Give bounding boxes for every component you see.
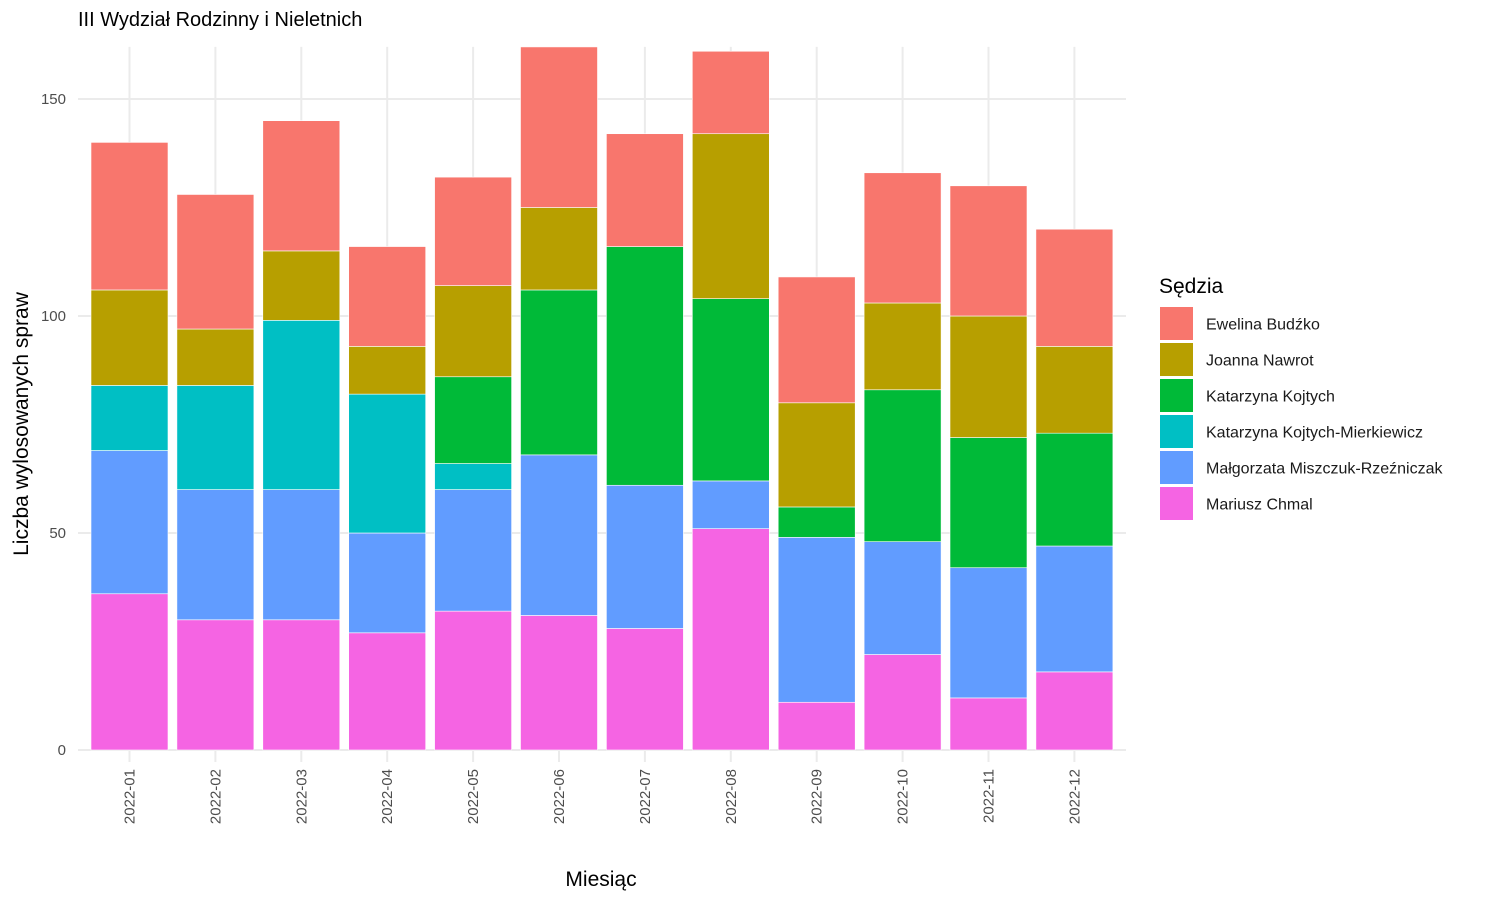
bar-segment bbox=[520, 207, 598, 291]
bar-segment bbox=[520, 46, 598, 208]
bar-segment bbox=[1035, 346, 1114, 434]
bar-segment bbox=[348, 246, 427, 347]
legend-label: Ewelina Budźko bbox=[1206, 317, 1320, 334]
bars bbox=[90, 46, 1114, 751]
bar-segment bbox=[863, 172, 942, 304]
bar-segment bbox=[1035, 228, 1114, 347]
x-tick-label: 2022-08 bbox=[723, 769, 740, 824]
x-tick-label: 2022-04 bbox=[379, 769, 396, 824]
bar-segment bbox=[777, 506, 856, 538]
bar-segment bbox=[262, 619, 341, 751]
bar-segment bbox=[90, 593, 169, 751]
bar-segment bbox=[262, 320, 341, 490]
bar-segment bbox=[90, 142, 169, 291]
y-tick-label: 0 bbox=[58, 742, 66, 759]
bar-segment bbox=[949, 697, 1028, 751]
legend-label: Mariusz Chmal bbox=[1206, 497, 1313, 514]
bar-segment bbox=[434, 463, 512, 490]
bar-segment bbox=[434, 285, 512, 378]
bar-segment bbox=[949, 567, 1028, 699]
x-tick-label: 2022-07 bbox=[637, 769, 654, 824]
bar-segment bbox=[949, 315, 1028, 438]
bar-segment bbox=[434, 610, 512, 751]
bar-segment bbox=[606, 484, 684, 629]
x-tick-label: 2022-03 bbox=[293, 769, 310, 824]
bar-segment bbox=[1035, 432, 1114, 547]
bar-segment bbox=[176, 194, 255, 330]
bar-segment bbox=[176, 619, 255, 751]
bar-segment bbox=[777, 701, 856, 751]
x-tick-label: 2022-11 bbox=[981, 769, 998, 823]
bar-segment bbox=[176, 328, 255, 386]
bar-segment bbox=[262, 120, 341, 252]
bar-segment bbox=[262, 250, 341, 321]
bar-segment bbox=[520, 289, 598, 456]
legend-label: Małgorzata Miszczuk-Rzeźniczak bbox=[1206, 461, 1444, 478]
bar-segment bbox=[434, 376, 512, 464]
x-tick-label: 2022-05 bbox=[465, 769, 482, 824]
bar-segment bbox=[348, 532, 427, 634]
legend-key bbox=[1160, 451, 1193, 484]
y-axis: 0 50 100 150 bbox=[41, 91, 66, 759]
bar-segment bbox=[863, 541, 942, 655]
bar-segment bbox=[606, 246, 684, 486]
bar-segment bbox=[606, 133, 684, 247]
bar-segment bbox=[90, 450, 169, 595]
bar-segment bbox=[1035, 545, 1114, 673]
bar-segment bbox=[176, 385, 255, 490]
x-axis: 2022-01 2022-02 2022-03 2022-04 2022-05 2022-… bbox=[122, 769, 1084, 824]
bar-segment bbox=[691, 133, 770, 299]
bar-segment bbox=[348, 346, 427, 395]
chart-title: III Wydział Rodzinny i Nieletnich bbox=[78, 9, 362, 31]
legend-label: Joanna Nawrot bbox=[1206, 353, 1314, 370]
bar-segment bbox=[949, 185, 1028, 317]
bar-segment bbox=[348, 393, 427, 534]
y-axis-title: Liczba wylosowanych spraw bbox=[10, 291, 33, 556]
bar-segment bbox=[90, 289, 169, 386]
legend-key bbox=[1160, 379, 1193, 412]
y-tick-label: 50 bbox=[49, 525, 66, 542]
bar-segment bbox=[434, 176, 512, 286]
legend-key bbox=[1160, 343, 1193, 376]
x-tick-label: 2022-12 bbox=[1066, 769, 1083, 824]
bar-segment bbox=[1035, 671, 1114, 751]
legend-title: Sędzia bbox=[1159, 275, 1224, 298]
bar-segment bbox=[777, 537, 856, 703]
bar-segment bbox=[520, 454, 598, 616]
bar-segment bbox=[90, 385, 169, 451]
bar-segment bbox=[777, 276, 856, 404]
bar-segment bbox=[691, 50, 770, 135]
bar-segment bbox=[691, 528, 770, 751]
bar-segment bbox=[348, 632, 427, 751]
x-tick-label: 2022-06 bbox=[551, 769, 568, 824]
legend-key bbox=[1160, 307, 1193, 340]
bar-segment bbox=[863, 389, 942, 542]
x-tick-label: 2022-02 bbox=[207, 769, 224, 824]
legend-label: Katarzyna Kojtych bbox=[1206, 389, 1335, 406]
bar-segment bbox=[176, 489, 255, 621]
x-tick-label: 2022-09 bbox=[809, 769, 826, 824]
y-tick-label: 100 bbox=[41, 308, 66, 325]
legend-label: Katarzyna Kojtych-Mierkiewicz bbox=[1206, 425, 1423, 442]
legend-key bbox=[1160, 487, 1193, 520]
bar-segment bbox=[863, 302, 942, 391]
x-tick-label: 2022-01 bbox=[122, 769, 139, 824]
x-axis-title: Miesiąc bbox=[565, 868, 636, 891]
bar-segment bbox=[520, 615, 598, 751]
bar-segment bbox=[777, 402, 856, 508]
y-tick-label: 150 bbox=[41, 91, 66, 108]
bar-segment bbox=[434, 489, 512, 612]
legend-key bbox=[1160, 415, 1193, 448]
bar-segment bbox=[606, 628, 684, 751]
bar-segment bbox=[691, 298, 770, 482]
x-tick-label: 2022-10 bbox=[895, 769, 912, 824]
bar-segment bbox=[691, 480, 770, 529]
bar-segment bbox=[262, 489, 341, 621]
bar-segment bbox=[949, 437, 1028, 569]
legend: Sędzia Ewelina Budźko Joanna Nawrot Katarz… bbox=[1159, 275, 1444, 520]
bar-segment bbox=[863, 654, 942, 751]
